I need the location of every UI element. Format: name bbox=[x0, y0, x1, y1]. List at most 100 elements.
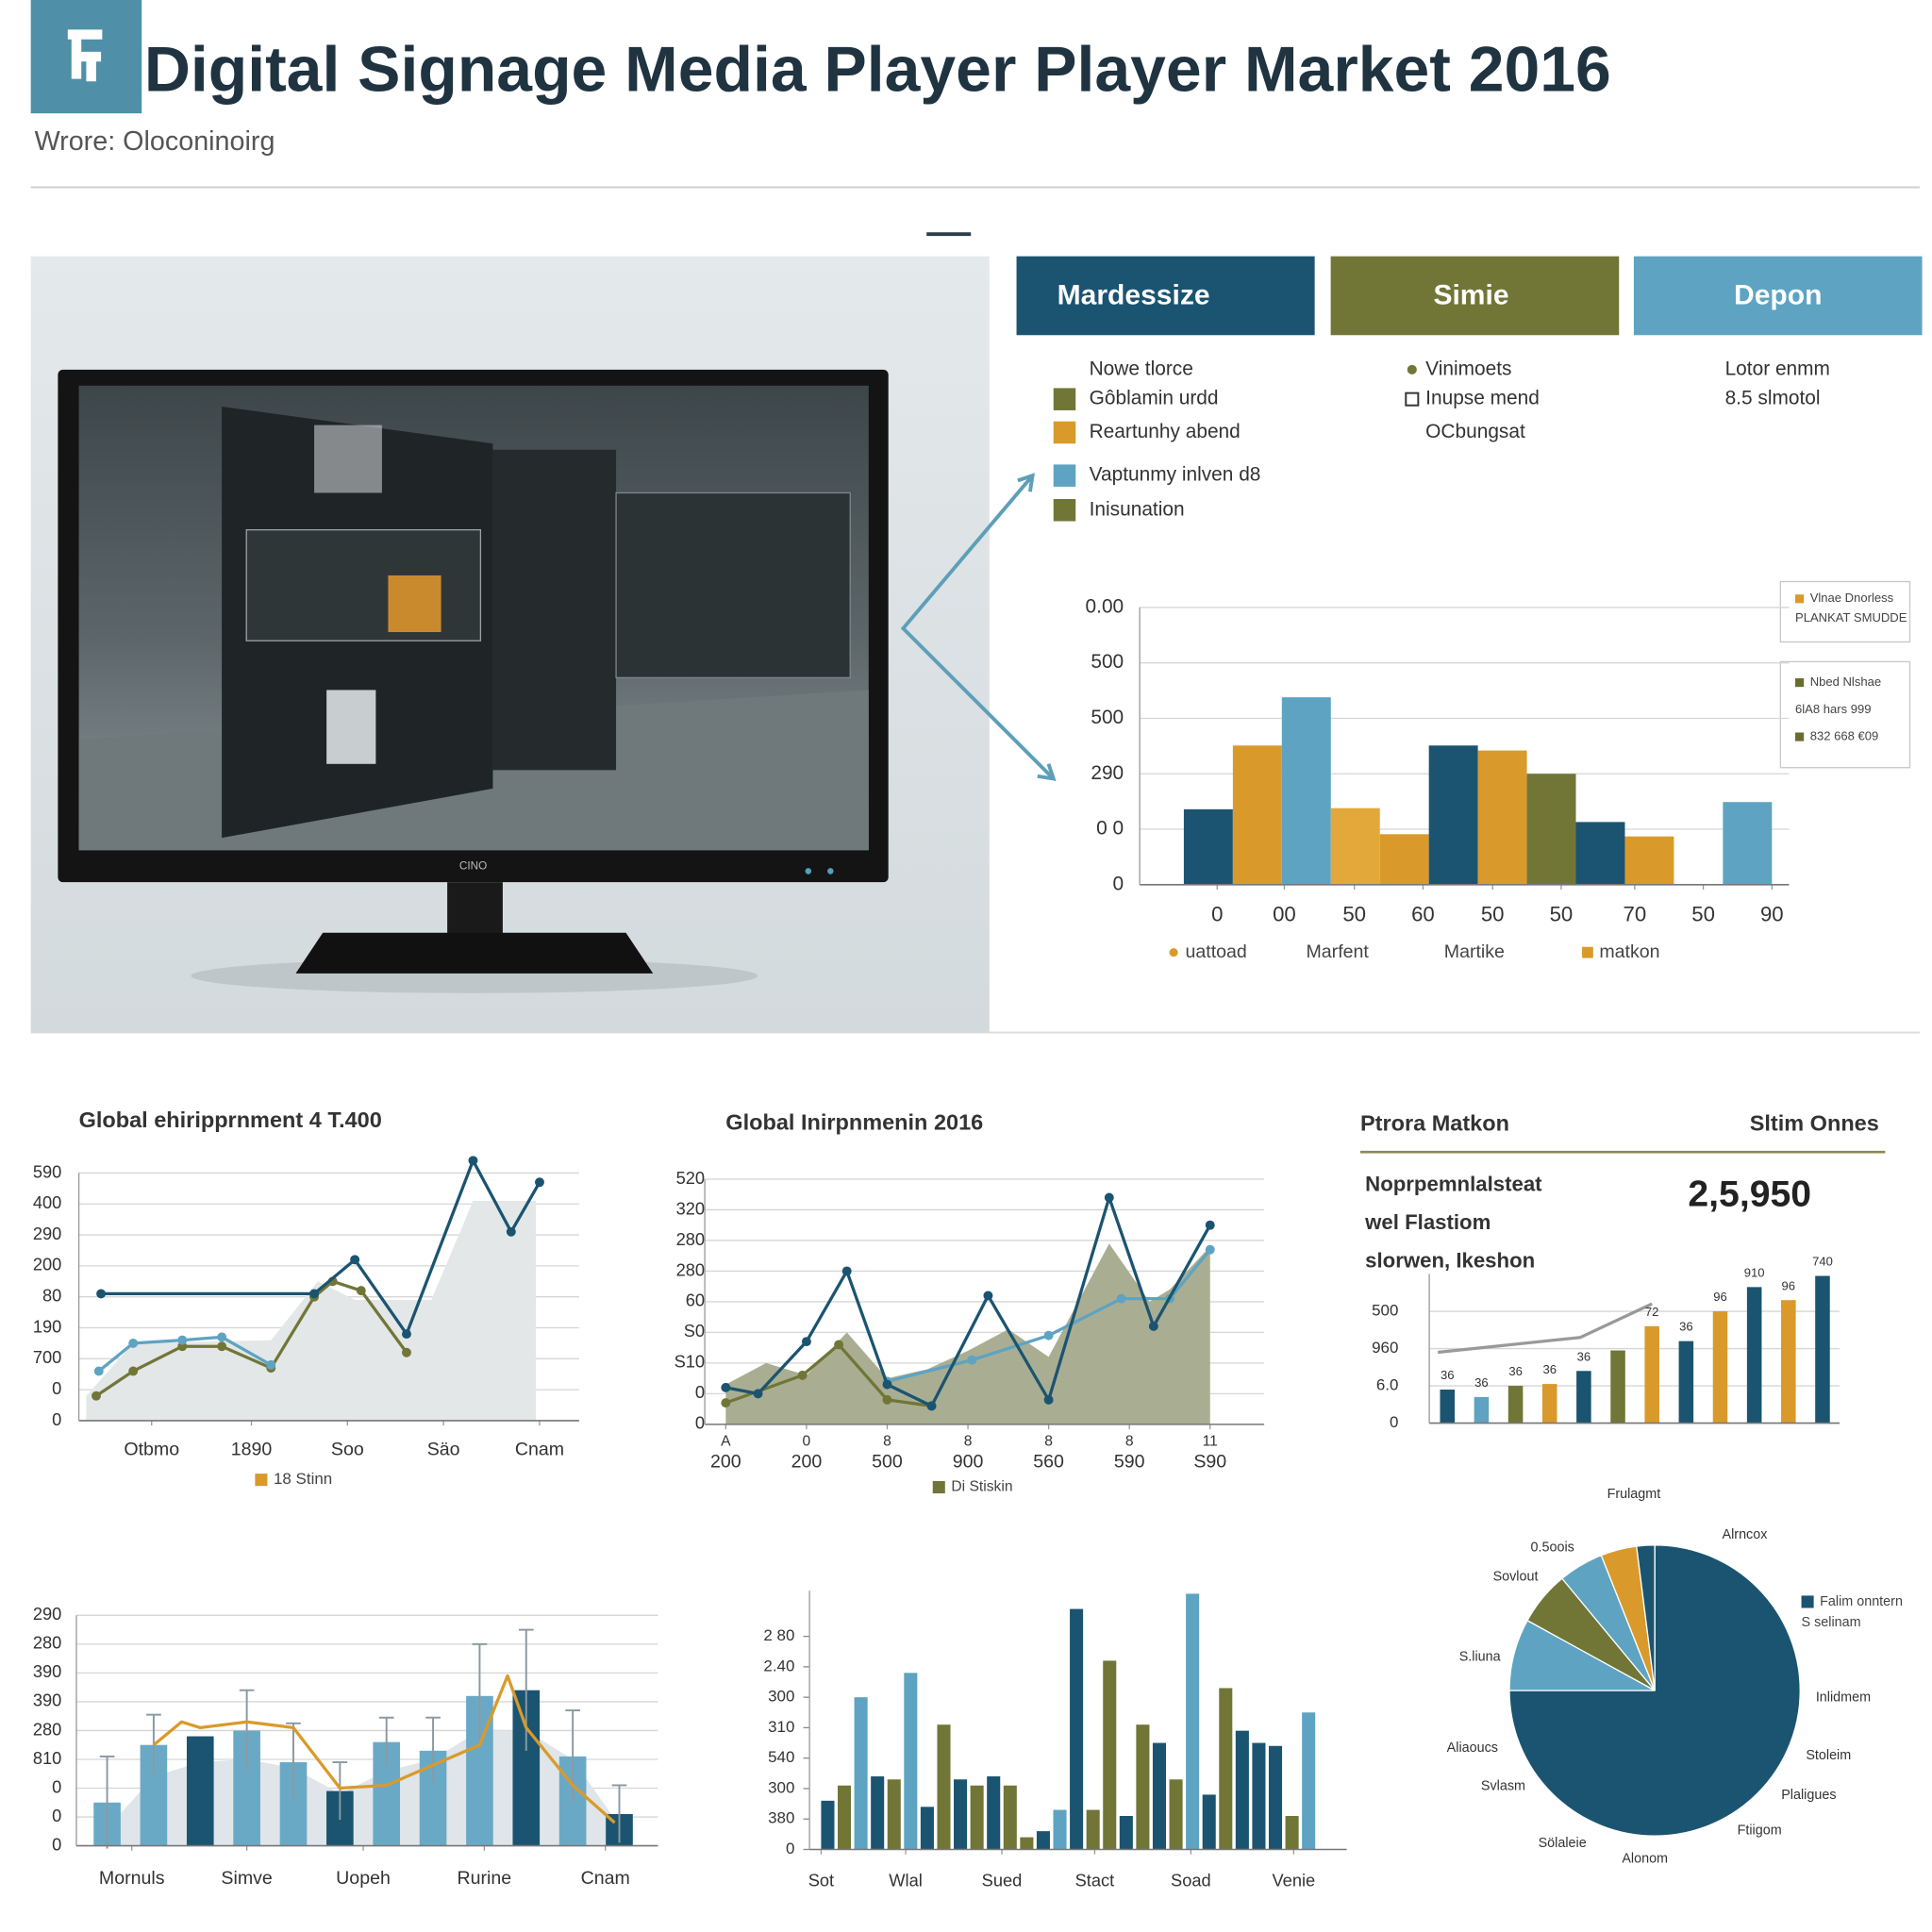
bar bbox=[1281, 697, 1331, 885]
legend-swatch bbox=[1407, 364, 1417, 375]
line-marker bbox=[177, 1335, 188, 1345]
y-tick-label: S0 bbox=[684, 1321, 705, 1341]
legend-swatch bbox=[1169, 948, 1178, 958]
pie-label: Aliaoucs bbox=[1447, 1740, 1498, 1756]
line-marker bbox=[967, 1355, 977, 1365]
bar-label: 96 bbox=[1713, 1290, 1727, 1304]
pie-slice bbox=[1636, 1544, 1656, 1691]
x-tick-label: 70 bbox=[1624, 902, 1647, 925]
line-marker bbox=[721, 1382, 731, 1392]
chart-title: Global Inirpnmenin 2016 bbox=[725, 1109, 983, 1134]
pie-label: S.liuna bbox=[1459, 1650, 1501, 1665]
screen-store bbox=[492, 449, 617, 771]
list-item: Lotor enmm bbox=[1725, 358, 1830, 379]
list-item: Vinimoets bbox=[1425, 358, 1511, 379]
x-tick-label: Sot bbox=[808, 1870, 834, 1890]
x-tick-label: Uopeh bbox=[336, 1868, 391, 1889]
screen-poster bbox=[326, 690, 376, 764]
y-tick-label: 810 bbox=[33, 1748, 61, 1768]
line-marker bbox=[309, 1289, 320, 1299]
led bbox=[805, 868, 812, 874]
bar bbox=[1136, 1724, 1150, 1850]
bar bbox=[1678, 1341, 1694, 1424]
legend-label: Di Stiskin bbox=[951, 1479, 1012, 1495]
legend-swatch bbox=[1582, 946, 1593, 958]
tab[interactable] bbox=[1633, 256, 1923, 336]
x-tick-label: 00 bbox=[1273, 902, 1296, 925]
screen-sign bbox=[314, 425, 382, 493]
y-tick-label: 2 80 bbox=[763, 1626, 794, 1644]
legend-label: matkon bbox=[1599, 941, 1659, 962]
bar bbox=[1268, 1745, 1283, 1850]
tab-label[interactable]: Simie bbox=[1433, 280, 1508, 311]
connector-arrows bbox=[900, 473, 1057, 781]
tab[interactable] bbox=[1016, 256, 1315, 336]
line-marker bbox=[841, 1266, 852, 1276]
x-tick-label: 11 bbox=[1203, 1433, 1218, 1449]
x-tick-label: 50 bbox=[1550, 902, 1574, 925]
list-item: 8.5 slmotol bbox=[1725, 388, 1821, 409]
tab[interactable] bbox=[1330, 256, 1620, 336]
bar bbox=[1186, 1593, 1200, 1850]
bar bbox=[1428, 745, 1478, 885]
tab-label[interactable]: Mardessize bbox=[1058, 280, 1210, 311]
pie-label: Alrncox bbox=[1723, 1527, 1769, 1542]
line-marker bbox=[801, 1337, 811, 1347]
line-marker bbox=[834, 1340, 844, 1350]
y-tick-label: 520 bbox=[676, 1168, 705, 1188]
line-marker bbox=[128, 1366, 139, 1376]
y-tick-label: 0.00 bbox=[1086, 595, 1124, 617]
legend-swatch bbox=[1053, 421, 1076, 444]
x-tick-label: Cnam bbox=[515, 1439, 564, 1459]
y-tick-label: 390 bbox=[33, 1690, 61, 1710]
x-tick-label: Simve bbox=[221, 1868, 273, 1889]
line-marker bbox=[468, 1156, 478, 1166]
line-marker bbox=[93, 1366, 104, 1376]
y-tick-label: 960 bbox=[1372, 1339, 1398, 1357]
bar-label: 96 bbox=[1782, 1278, 1796, 1292]
line-marker bbox=[1043, 1330, 1054, 1341]
line-marker bbox=[535, 1177, 544, 1188]
bar bbox=[1119, 1815, 1133, 1850]
line-marker bbox=[506, 1226, 516, 1237]
screen-window bbox=[245, 528, 482, 641]
arrow-head bbox=[1017, 473, 1035, 492]
line-marker bbox=[797, 1370, 808, 1380]
x-tick-label: 60 bbox=[1411, 902, 1435, 925]
list-item: Inisunation bbox=[1090, 498, 1185, 520]
bar bbox=[1575, 822, 1625, 885]
bar bbox=[1169, 1779, 1183, 1850]
bar bbox=[1285, 1815, 1299, 1850]
monitor-illustration: CINO bbox=[30, 256, 990, 1033]
bar bbox=[1103, 1660, 1117, 1850]
y-tick-label: 300 bbox=[768, 1778, 794, 1796]
line-marker bbox=[96, 1289, 107, 1299]
legend-label: uattoad bbox=[1185, 941, 1246, 962]
x-tick-label: A bbox=[721, 1433, 731, 1449]
legend-box bbox=[1779, 580, 1911, 643]
area bbox=[725, 1243, 1210, 1424]
y-tick-label: 0 bbox=[786, 1840, 794, 1857]
tab-label[interactable]: Depon bbox=[1734, 280, 1822, 311]
line-marker bbox=[983, 1291, 993, 1301]
bar-label: 36 bbox=[1508, 1364, 1523, 1378]
bar bbox=[854, 1697, 868, 1850]
bar-label: 72 bbox=[1645, 1305, 1659, 1319]
x-tick-label: 1890 bbox=[231, 1439, 273, 1459]
x-tick-label: Rurine bbox=[458, 1868, 512, 1889]
bar bbox=[904, 1673, 918, 1850]
y-tick-label: 280 bbox=[676, 1259, 705, 1279]
legend-swatch bbox=[1795, 678, 1805, 688]
bar bbox=[1219, 1688, 1233, 1850]
y-tick-label: 290 bbox=[33, 1604, 61, 1624]
y-tick-label: 0 bbox=[695, 1382, 705, 1402]
x-tick-label: 8 bbox=[1125, 1433, 1134, 1449]
bar-label: 910 bbox=[1744, 1265, 1765, 1279]
legend-label: 18 Stinn bbox=[274, 1470, 332, 1488]
line-marker bbox=[926, 1401, 937, 1411]
y-tick-label: 320 bbox=[676, 1198, 705, 1218]
line-marker bbox=[217, 1332, 227, 1342]
y-tick-label: S10 bbox=[675, 1352, 706, 1372]
y-tick-label: 280 bbox=[33, 1633, 61, 1653]
screen-accent bbox=[388, 575, 441, 633]
